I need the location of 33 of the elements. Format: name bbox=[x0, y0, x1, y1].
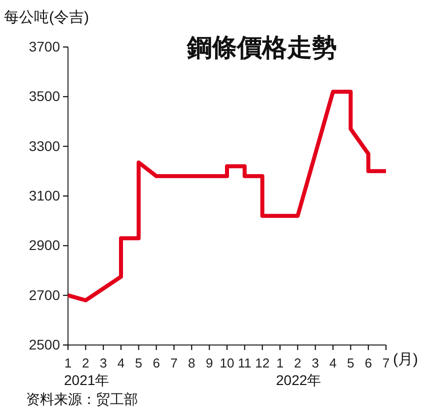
chart-title: 鋼條價格走勢 bbox=[186, 34, 337, 62]
y-tick-label: 2500 bbox=[28, 336, 60, 352]
x-tick-label: 3 bbox=[100, 355, 107, 370]
x-tick-label: 6 bbox=[152, 355, 160, 370]
y-axis-title: 每公吨(令吉) bbox=[4, 9, 89, 26]
x-tick-label: 8 bbox=[188, 355, 196, 370]
x-tick-label: 2 bbox=[294, 355, 302, 370]
text: 2021年 bbox=[64, 372, 110, 388]
x-tick-label: 12 bbox=[255, 355, 270, 370]
x-tick-label: 2 bbox=[82, 355, 90, 370]
y-tick-label: 2700 bbox=[28, 286, 60, 303]
x-tick-label: 7 bbox=[170, 355, 178, 370]
y-tick-label: 3700 bbox=[28, 38, 60, 54]
x-axis-title: (月) bbox=[393, 351, 418, 368]
x-tick-label: 1 bbox=[64, 355, 72, 370]
x-tick-label: 9 bbox=[206, 355, 213, 370]
x-tick-label: 10 bbox=[220, 355, 234, 370]
y-tick-label: 3500 bbox=[28, 88, 60, 104]
x-tick-label: 1 bbox=[276, 355, 284, 370]
y-tick-label: 3300 bbox=[28, 138, 60, 154]
x-tick-label: 4 bbox=[329, 355, 337, 370]
y-tick-label: 3100 bbox=[28, 187, 60, 204]
y-tick-label: 2900 bbox=[28, 237, 60, 254]
x-tick-label: 11 bbox=[238, 355, 252, 370]
line-series bbox=[66, 90, 388, 302]
x-tick-label: 4 bbox=[117, 355, 125, 370]
x-tick-label: 6 bbox=[364, 355, 372, 370]
text: 资料来源：贸工部 bbox=[26, 391, 138, 407]
x-tick-label: 3 bbox=[312, 355, 319, 370]
x-tick-label: 5 bbox=[135, 355, 142, 370]
x-tick-label: 7 bbox=[382, 355, 390, 370]
text: 2022年 bbox=[276, 372, 322, 388]
x-tick-label: 5 bbox=[347, 355, 354, 370]
